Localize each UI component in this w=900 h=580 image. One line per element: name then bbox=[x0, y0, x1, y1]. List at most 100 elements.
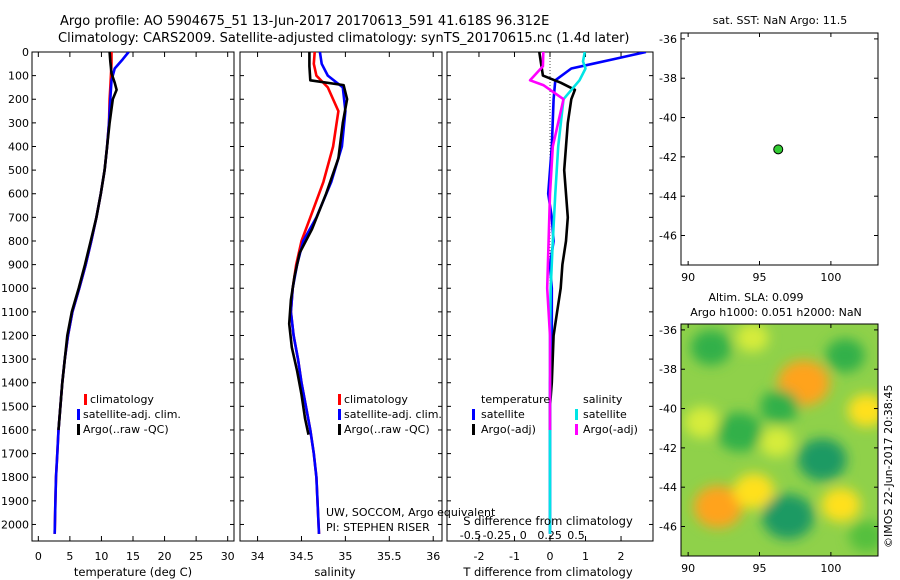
salinity-legend: climatology satellite-adj. clim. Argo(..… bbox=[338, 393, 442, 436]
x-tick-label: 100 bbox=[820, 562, 841, 575]
y-tick-label: -46 bbox=[659, 521, 677, 534]
y-tick-label: 2000 bbox=[1, 518, 29, 531]
legend-label-satellite: satellite-adj. clim. bbox=[83, 408, 181, 421]
figure-title-line2: Climatology: CARS2009. Satellite-adjuste… bbox=[58, 31, 630, 46]
x-tick-label: 5 bbox=[66, 550, 73, 563]
legend-label-t-satellite: satellite bbox=[481, 408, 525, 421]
location-map-axes: 90 95 100 -36 -38 -40 -42 -44 -46 bbox=[659, 33, 878, 284]
temperature-series bbox=[53, 52, 130, 534]
sla-heatmap-cell bbox=[690, 329, 732, 366]
y-tick-label: -44 bbox=[659, 481, 677, 494]
sla-heatmap-cell bbox=[733, 473, 775, 509]
legend-swatch-climatology bbox=[338, 394, 341, 405]
y-tick-label: 1000 bbox=[1, 282, 29, 295]
sla-heatmap-cell bbox=[848, 520, 878, 552]
y-tick-label: -36 bbox=[659, 33, 677, 46]
y-tick-label: 1700 bbox=[1, 448, 29, 461]
x-top-tick-label: -0.5 bbox=[460, 529, 481, 542]
x-tick-label: 35.5 bbox=[377, 550, 402, 563]
credit-line2: PI: STEPHEN RISER bbox=[326, 521, 430, 534]
legend-swatch-argo bbox=[338, 424, 341, 435]
legend-label-argo: Argo(..raw -QC) bbox=[344, 423, 430, 436]
x-tick-label: 15 bbox=[126, 550, 140, 563]
sla-map-title-line1: Altim. SLA: 0.099 bbox=[708, 291, 803, 304]
legend-swatch-t-satellite bbox=[472, 409, 475, 420]
x-tick-label: 1 bbox=[582, 550, 589, 563]
sla-heatmap bbox=[681, 324, 878, 556]
sla-heatmap-cell bbox=[693, 485, 743, 529]
difference-xlabel-bottom: T difference from climatology bbox=[462, 565, 633, 579]
sla-heatmap-cell bbox=[759, 427, 794, 457]
y-tick-label: -38 bbox=[659, 363, 677, 376]
sla-heatmap-cell bbox=[684, 406, 721, 438]
sla-map-axes: 90 95 100 -36 -38 -40 -42 -44 -46 bbox=[659, 324, 878, 575]
temperature-legend: climatology satellite-adj. clim. Argo(..… bbox=[77, 393, 181, 436]
x-top-tick-label: 0.25 bbox=[537, 529, 562, 542]
legend-label-s-argo: Argo(-adj) bbox=[583, 423, 638, 436]
y-tick-label: 1900 bbox=[1, 495, 29, 508]
y-tick-label: 300 bbox=[8, 117, 29, 130]
x-top-tick-label: 0 bbox=[520, 529, 527, 542]
legend-label-climatology: climatology bbox=[344, 393, 408, 406]
difference-xlabel-top: S difference from climatology bbox=[463, 514, 633, 528]
legend-swatch-satellite bbox=[338, 409, 341, 420]
sla-heatmap-cell bbox=[797, 438, 847, 481]
legend-label-satellite: satellite-adj. clim. bbox=[344, 408, 442, 421]
temperature-panel-frame bbox=[31, 51, 235, 542]
legend-title-temperature: temperature bbox=[481, 393, 550, 406]
y-tick-label: -40 bbox=[659, 403, 677, 416]
series-line-climatology bbox=[53, 52, 113, 534]
salinity-axes: 34 34.5 35 35.5 36 bbox=[240, 51, 442, 563]
legend-title-salinity: salinity bbox=[583, 393, 623, 406]
x-tick-label: 30 bbox=[221, 550, 235, 563]
imos-timestamp: ©IMOS 22-Jun-2017 20:38:45 bbox=[882, 384, 895, 548]
depth-tick-labels: 0 100 200 300 400 500 600 700 800 900 1000 1100 1200… bbox=[1, 46, 29, 531]
y-tick-label: 1600 bbox=[1, 424, 29, 437]
x-tick-label: 90 bbox=[681, 271, 695, 284]
credit-line1: UW, SOCCOM, Argo equivalent bbox=[326, 506, 496, 519]
x-tick-label: 95 bbox=[753, 271, 767, 284]
sla-heatmap-cell bbox=[716, 412, 763, 452]
series-line-argo-raw-qc bbox=[57, 52, 118, 431]
x-tick-label: 36 bbox=[426, 550, 440, 563]
y-tick-label: -46 bbox=[659, 230, 677, 243]
sla-heatmap-cell bbox=[847, 394, 878, 427]
legend-swatch-t-argo bbox=[472, 424, 475, 435]
x-tick-label: 90 bbox=[681, 562, 695, 575]
x-top-tick-label: 0.5 bbox=[567, 529, 585, 542]
sla-heatmap-cells bbox=[684, 324, 878, 552]
x-tick-label: -1 bbox=[509, 550, 520, 563]
y-tick-label: 400 bbox=[8, 140, 29, 153]
y-tick-label: 700 bbox=[8, 211, 29, 224]
legend-swatch-s-satellite bbox=[575, 409, 578, 420]
x-tick-label: 25 bbox=[189, 550, 203, 563]
legend-swatch-climatology bbox=[84, 394, 87, 405]
x-tick-label: -2 bbox=[473, 550, 484, 563]
location-map-title: sat. SST: NaN Argo: 11.5 bbox=[713, 14, 847, 27]
x-tick-label: 0 bbox=[547, 550, 554, 563]
y-tick-label: 1300 bbox=[1, 353, 29, 366]
y-tick-label: 500 bbox=[8, 164, 29, 177]
y-tick-label: -36 bbox=[659, 324, 677, 337]
series-line-s-argo-adj bbox=[528, 52, 565, 430]
x-top-tick-label: -0.25 bbox=[483, 529, 511, 542]
y-tick-label: -42 bbox=[659, 151, 677, 164]
salinity-xlabel: salinity bbox=[314, 565, 355, 579]
figure-title-line1: Argo profile: AO 5904675_51 13-Jun-2017 … bbox=[60, 14, 549, 29]
x-tick-label: 95 bbox=[753, 562, 767, 575]
legend-swatch-s-argo bbox=[575, 424, 578, 435]
legend-label-argo: Argo(..raw -QC) bbox=[83, 423, 169, 436]
location-map-points bbox=[773, 144, 784, 155]
y-tick-label: 1100 bbox=[1, 306, 29, 319]
y-tick-label: -42 bbox=[659, 442, 677, 455]
argo-location-marker bbox=[773, 144, 784, 155]
difference-legend: temperature salinity satellite Argo(-adj… bbox=[472, 393, 638, 436]
sla-map-frame bbox=[680, 323, 879, 557]
y-tick-label: -44 bbox=[659, 190, 677, 203]
difference-axes: -2 -1 0 1 2-0.5 -0.25 0 0.25 0.5 bbox=[447, 51, 653, 563]
legend-swatch-satellite bbox=[77, 409, 80, 420]
sla-heatmap-cell bbox=[821, 487, 861, 522]
sla-heatmap-cell bbox=[736, 324, 769, 352]
legend-label-t-argo: Argo(-adj) bbox=[481, 423, 536, 436]
x-tick-label: 34.5 bbox=[289, 550, 314, 563]
